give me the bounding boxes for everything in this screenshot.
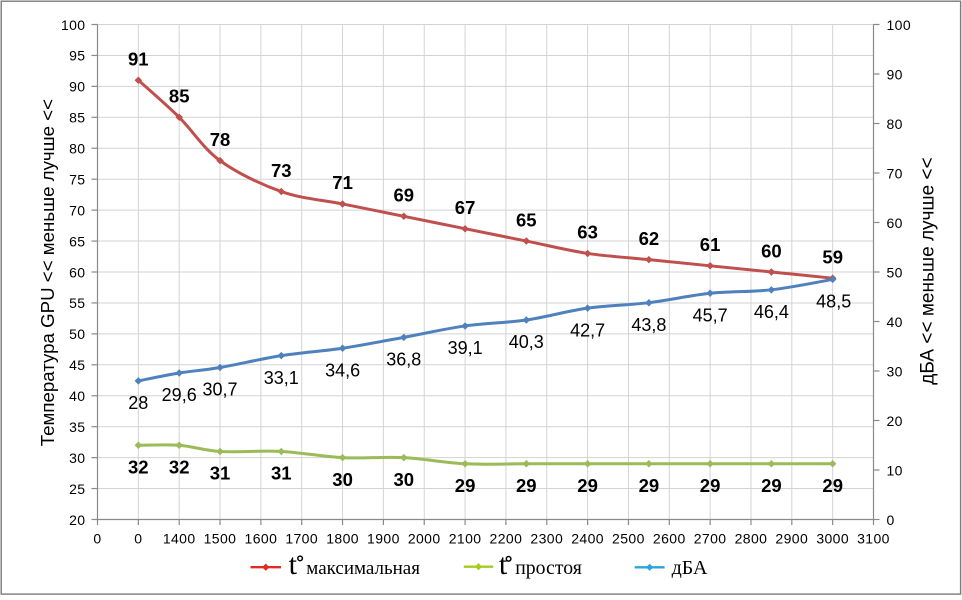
svg-text:0: 0 [134, 530, 142, 546]
svg-text:70: 70 [887, 165, 903, 181]
svg-text:простоя: простоя [515, 557, 582, 579]
svg-text:10: 10 [887, 462, 903, 478]
svg-text:90: 90 [887, 66, 903, 82]
svg-text:91: 91 [128, 49, 149, 70]
svg-text:31: 31 [210, 463, 231, 484]
svg-text:0: 0 [887, 512, 895, 528]
svg-text:100: 100 [61, 17, 86, 33]
svg-text:59: 59 [822, 247, 843, 268]
svg-text:1400: 1400 [163, 530, 196, 546]
svg-text:67: 67 [455, 197, 476, 218]
svg-text:2500: 2500 [612, 530, 645, 546]
svg-text:2300: 2300 [530, 530, 563, 546]
svg-text:32: 32 [128, 456, 149, 477]
svg-text:1600: 1600 [245, 530, 278, 546]
svg-text:29: 29 [761, 475, 782, 496]
svg-text:39,1: 39,1 [448, 338, 483, 358]
svg-text:32: 32 [169, 456, 190, 477]
svg-text:30: 30 [887, 363, 903, 379]
svg-text:60: 60 [761, 240, 782, 261]
svg-text:20: 20 [887, 413, 903, 429]
svg-text:дБА << меньше лучше <<: дБА << меньше лучше << [918, 157, 939, 384]
svg-text:43,8: 43,8 [631, 315, 666, 335]
svg-text:73: 73 [271, 160, 292, 181]
svg-text:65: 65 [516, 209, 537, 230]
svg-text:60: 60 [887, 215, 903, 231]
svg-text:90: 90 [69, 79, 85, 95]
svg-text:30: 30 [394, 469, 415, 490]
svg-text:46,4: 46,4 [754, 302, 789, 322]
svg-text:100: 100 [887, 17, 912, 33]
svg-text:2800: 2800 [735, 530, 768, 546]
svg-text:63: 63 [577, 222, 598, 243]
svg-text:40: 40 [887, 314, 903, 330]
svg-text:2600: 2600 [653, 530, 686, 546]
svg-text:80: 80 [69, 141, 85, 157]
svg-text:1900: 1900 [367, 530, 400, 546]
svg-text:30: 30 [69, 450, 85, 466]
svg-text:36,8: 36,8 [386, 350, 421, 370]
svg-text:61: 61 [700, 234, 721, 255]
svg-text:34,6: 34,6 [325, 360, 360, 380]
svg-text:40,3: 40,3 [509, 332, 544, 352]
svg-text:78: 78 [210, 129, 231, 150]
svg-text:50: 50 [887, 264, 903, 280]
svg-text:55: 55 [69, 295, 85, 311]
svg-text:30: 30 [332, 469, 353, 490]
svg-text:70: 70 [69, 202, 85, 218]
svg-text:42,7: 42,7 [570, 320, 605, 340]
svg-text:t: t [289, 548, 298, 581]
svg-text:29: 29 [516, 475, 537, 496]
svg-text:2000: 2000 [408, 530, 441, 546]
svg-text:75: 75 [69, 172, 85, 188]
svg-text:48,5: 48,5 [816, 292, 851, 312]
svg-text:28: 28 [128, 393, 148, 413]
svg-text:60: 60 [69, 264, 85, 280]
svg-text:30,7: 30,7 [202, 380, 237, 400]
svg-text:62: 62 [639, 228, 660, 249]
svg-text:1700: 1700 [285, 530, 318, 546]
svg-text:85: 85 [169, 86, 190, 107]
svg-text:29: 29 [577, 475, 598, 496]
svg-text:69: 69 [394, 185, 415, 206]
svg-text:33,1: 33,1 [264, 368, 299, 388]
svg-text:максимальная: максимальная [306, 558, 420, 579]
svg-text:2400: 2400 [571, 530, 604, 546]
svg-text:20: 20 [69, 512, 85, 528]
svg-text:95: 95 [69, 48, 85, 64]
svg-text:40: 40 [69, 388, 85, 404]
svg-text:85: 85 [69, 110, 85, 126]
svg-text:29: 29 [639, 475, 660, 496]
svg-text:2100: 2100 [449, 530, 482, 546]
svg-text:t: t [499, 548, 508, 581]
svg-text:2900: 2900 [775, 530, 808, 546]
svg-text:31: 31 [271, 463, 292, 484]
svg-text:2200: 2200 [490, 530, 523, 546]
svg-text:3100: 3100 [857, 530, 890, 546]
svg-text:29: 29 [455, 475, 476, 496]
svg-text:71: 71 [332, 172, 353, 193]
svg-text:65: 65 [69, 233, 85, 249]
svg-text:25: 25 [69, 481, 85, 497]
svg-text:29: 29 [822, 475, 843, 496]
svg-text:2700: 2700 [694, 530, 727, 546]
svg-text:1500: 1500 [204, 530, 237, 546]
svg-text:29: 29 [700, 475, 721, 496]
svg-text:45: 45 [69, 357, 85, 373]
svg-text:3000: 3000 [816, 530, 849, 546]
svg-text:дБА: дБА [672, 557, 708, 579]
svg-text:29,6: 29,6 [162, 385, 197, 405]
svg-text:1800: 1800 [326, 530, 359, 546]
svg-text:0: 0 [93, 530, 101, 546]
svg-text:45,7: 45,7 [693, 306, 728, 326]
svg-text:80: 80 [887, 116, 903, 132]
svg-text:50: 50 [69, 326, 85, 342]
svg-text:35: 35 [69, 419, 85, 435]
svg-text:Температура GPU << меньше лучш: Температура GPU << меньше лучше << [37, 99, 58, 446]
